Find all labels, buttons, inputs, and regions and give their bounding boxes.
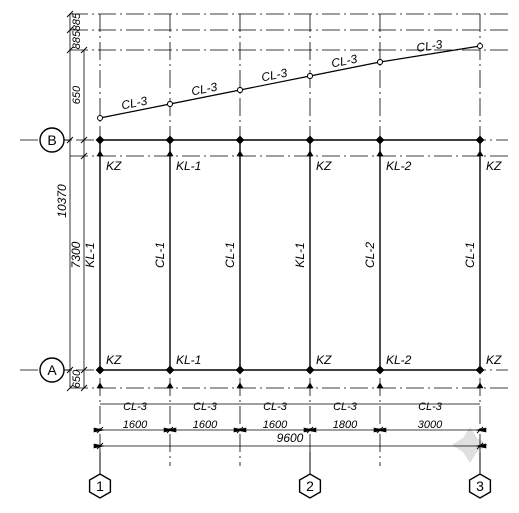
label: KZ <box>316 353 332 367</box>
label: 2 <box>306 478 314 494</box>
label: CL-3 <box>333 401 358 413</box>
marker <box>166 136 174 144</box>
grid-bubble <box>98 116 103 121</box>
label: 10370 <box>55 184 69 218</box>
label: CL-1 <box>463 242 477 268</box>
marker <box>306 136 314 144</box>
grid-bubble <box>308 74 313 79</box>
label: 7300 <box>69 241 83 268</box>
marker <box>237 383 243 388</box>
marker <box>96 136 104 144</box>
marker <box>377 151 383 156</box>
label: 1600 <box>193 419 218 431</box>
label: KL-1 <box>176 159 201 173</box>
marker <box>96 366 104 374</box>
grid-bubble <box>168 102 173 107</box>
label: B <box>47 132 56 148</box>
label: KL-2 <box>386 353 412 367</box>
grid-bubble <box>378 60 383 65</box>
marker <box>236 136 244 144</box>
label: 1800 <box>333 419 358 431</box>
label: 885 <box>71 30 83 49</box>
label: CL-3 <box>418 401 443 413</box>
label: 885 <box>71 12 83 31</box>
label: 1600 <box>123 419 148 431</box>
label: KL-1 <box>83 242 97 267</box>
marker <box>476 136 484 144</box>
label: A <box>47 362 57 378</box>
marker <box>376 136 384 144</box>
label: 1 <box>96 478 104 494</box>
label: CL-2 <box>363 242 377 268</box>
label: CL-3 <box>263 401 288 413</box>
label: 650 <box>71 369 83 388</box>
label: CL-1 <box>153 242 167 268</box>
marker <box>307 151 313 156</box>
marker <box>477 151 483 156</box>
marker <box>307 383 313 388</box>
marker <box>236 366 244 374</box>
label: 3 <box>476 478 484 494</box>
label: CL-3 <box>123 401 148 413</box>
label: 3000 <box>418 419 443 431</box>
marker <box>167 151 173 156</box>
grid-bubble <box>238 88 243 93</box>
label: KZ <box>106 159 122 173</box>
label: 9600 <box>277 431 304 445</box>
label: KZ <box>316 159 332 173</box>
marker <box>237 151 243 156</box>
label: KL-2 <box>386 159 412 173</box>
marker <box>477 383 483 388</box>
label: KZ <box>486 353 502 367</box>
label: KL-1 <box>176 353 201 367</box>
label: 1600 <box>263 419 288 431</box>
marker <box>166 366 174 374</box>
grid-bubble <box>478 44 483 49</box>
marker <box>97 383 103 388</box>
label: KZ <box>106 353 122 367</box>
marker <box>376 366 384 374</box>
marker <box>476 366 484 374</box>
marker <box>97 151 103 156</box>
label: CL-3 <box>193 401 218 413</box>
label: 650 <box>71 85 83 104</box>
marker <box>167 383 173 388</box>
marker <box>377 383 383 388</box>
label: KZ <box>486 159 502 173</box>
marker <box>306 366 314 374</box>
label: CL-1 <box>223 242 237 268</box>
label: KL-1 <box>293 242 307 267</box>
